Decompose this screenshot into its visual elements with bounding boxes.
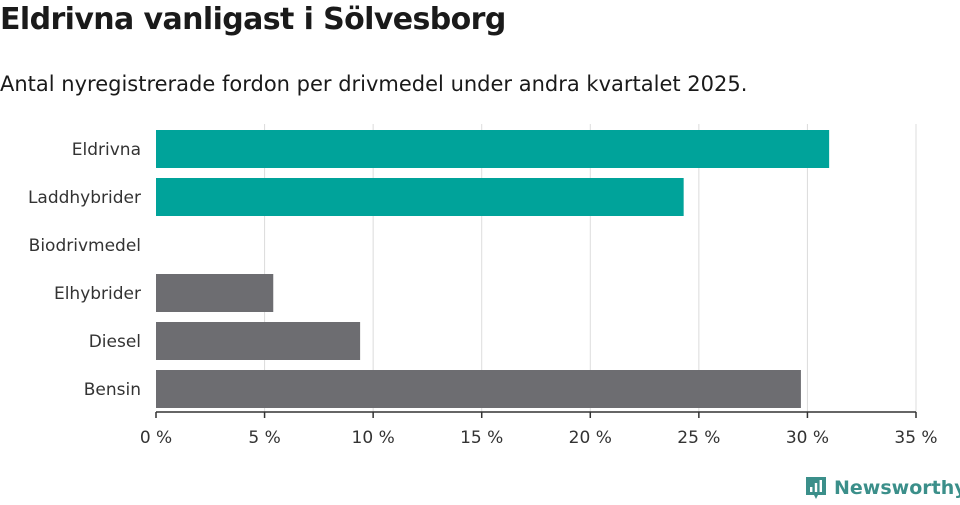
bar-elhybrider — [156, 274, 274, 312]
x-tick-label: 35 % — [894, 428, 937, 448]
category-label: Elhybrider — [54, 284, 141, 304]
x-tick-label: 15 % — [460, 428, 503, 448]
category-label: Laddhybrider — [28, 188, 141, 208]
x-tick-label: 30 % — [786, 428, 829, 448]
bar-bensin — [156, 370, 801, 408]
category-label: Diesel — [89, 332, 141, 352]
brand-name: Newsworthy — [834, 477, 960, 499]
x-tick-label: 0 % — [140, 428, 172, 448]
bar-diesel — [156, 322, 361, 360]
x-tick-label: 5 % — [248, 428, 280, 448]
x-tick-label: 25 % — [677, 428, 720, 448]
category-label: Eldrivna — [72, 140, 141, 160]
chart-subtitle: Antal nyregistrerade fordon per drivmede… — [0, 72, 748, 96]
category-label: Bensin — [84, 380, 141, 400]
bar-laddhybrider — [156, 178, 684, 216]
category-label: Biodrivmedel — [29, 236, 141, 256]
x-tick-label: 10 % — [352, 428, 395, 448]
chart-title: Eldrivna vanligast i Sölvesborg — [0, 2, 506, 37]
bar-eldrivna — [156, 130, 830, 168]
newsworthy-logo-icon — [806, 477, 826, 499]
brand-logo[interactable]: Newsworthy — [804, 475, 960, 501]
x-tick-label: 20 % — [569, 428, 612, 448]
